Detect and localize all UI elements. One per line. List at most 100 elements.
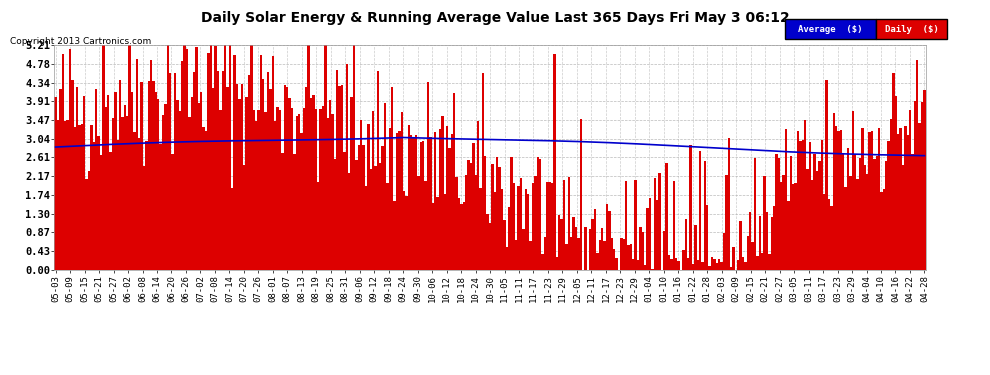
Bar — [625, 181, 628, 270]
Bar — [921, 102, 924, 270]
Bar — [821, 140, 823, 270]
Bar — [374, 166, 376, 270]
Bar — [255, 122, 257, 270]
Bar — [157, 99, 159, 270]
Bar — [765, 213, 768, 270]
Bar — [642, 232, 644, 270]
Bar — [548, 182, 550, 270]
Bar — [819, 160, 821, 270]
Bar — [577, 238, 579, 270]
Bar — [217, 71, 219, 270]
Bar — [899, 128, 902, 270]
Bar — [93, 141, 95, 270]
Bar — [770, 217, 773, 270]
Bar — [241, 84, 243, 270]
Bar — [537, 157, 539, 270]
Bar — [520, 178, 523, 270]
Bar — [880, 192, 883, 270]
Bar — [379, 163, 381, 270]
Bar — [227, 87, 229, 270]
Bar — [178, 111, 181, 270]
Bar — [878, 128, 880, 270]
Bar — [579, 119, 582, 270]
Bar — [259, 56, 262, 270]
Bar — [90, 125, 93, 270]
Bar — [692, 264, 694, 270]
Bar — [134, 132, 136, 270]
Bar — [346, 63, 348, 270]
Bar — [746, 236, 749, 270]
Bar — [761, 252, 763, 270]
Bar — [518, 186, 520, 270]
Bar — [658, 173, 660, 270]
Bar — [88, 171, 90, 270]
Bar — [68, 49, 71, 270]
Bar — [195, 46, 198, 270]
Bar — [532, 183, 535, 270]
Bar — [417, 177, 420, 270]
Bar — [756, 256, 758, 270]
Bar — [902, 165, 904, 270]
Bar — [300, 133, 303, 270]
Bar — [851, 111, 854, 270]
Bar — [171, 154, 174, 270]
Bar — [183, 45, 186, 270]
Bar — [854, 153, 856, 270]
Bar — [315, 109, 317, 270]
Bar — [684, 219, 687, 270]
Bar — [396, 133, 398, 270]
Bar — [231, 188, 234, 270]
Bar — [883, 189, 885, 270]
Bar — [546, 182, 548, 270]
Bar — [267, 72, 269, 270]
Bar — [453, 93, 455, 270]
Bar — [169, 72, 171, 270]
Bar — [248, 75, 250, 270]
Bar — [286, 87, 288, 270]
Bar — [494, 192, 496, 270]
Bar — [479, 188, 482, 270]
Bar — [787, 201, 790, 270]
Bar — [563, 180, 565, 270]
Bar — [904, 126, 907, 270]
Bar — [166, 45, 169, 270]
Bar — [250, 45, 252, 270]
Bar — [589, 229, 591, 270]
Bar — [840, 130, 842, 270]
Bar — [833, 113, 835, 270]
Bar — [596, 254, 599, 270]
Bar — [283, 85, 286, 270]
Bar — [831, 206, 833, 270]
Bar — [866, 174, 868, 270]
Bar — [112, 118, 114, 270]
Bar — [892, 73, 895, 270]
Bar — [656, 200, 658, 270]
Bar — [312, 95, 315, 270]
Bar — [114, 92, 117, 270]
Bar — [890, 119, 892, 270]
Bar — [54, 97, 56, 270]
Bar — [355, 160, 357, 270]
Bar — [611, 238, 613, 270]
Bar — [523, 229, 525, 270]
Bar — [186, 49, 188, 270]
Bar — [336, 70, 339, 270]
Bar — [236, 84, 239, 270]
Bar — [570, 237, 572, 270]
Bar — [677, 261, 680, 270]
Bar — [149, 60, 152, 270]
Bar — [721, 262, 723, 270]
Bar — [437, 197, 439, 270]
Bar — [489, 224, 491, 270]
Bar — [491, 164, 494, 270]
Bar — [296, 116, 298, 270]
Bar — [804, 120, 806, 270]
Bar — [71, 80, 73, 270]
Bar — [542, 254, 544, 270]
Bar — [838, 131, 840, 270]
Bar — [367, 124, 369, 270]
Bar — [56, 120, 59, 270]
Bar — [675, 258, 677, 270]
Bar — [640, 227, 642, 270]
Bar — [252, 110, 255, 270]
